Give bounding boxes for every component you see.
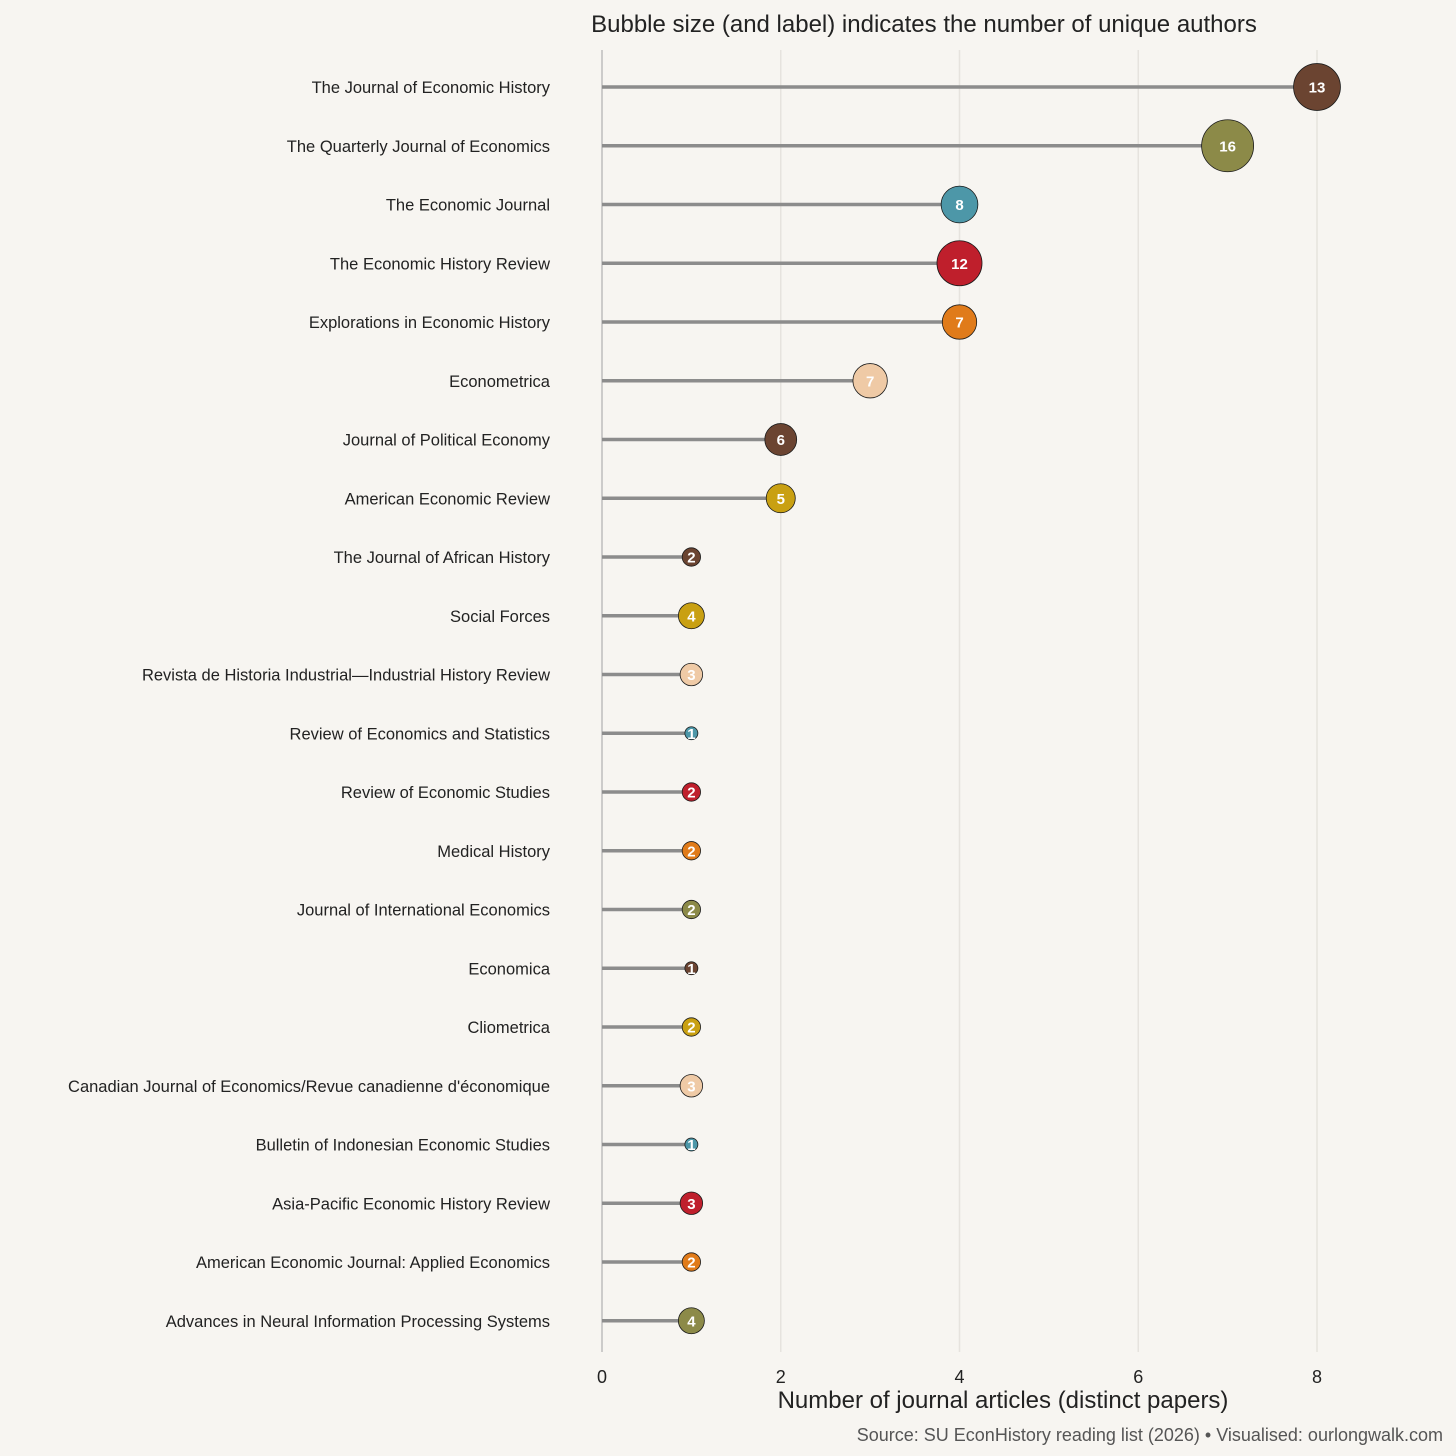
lollipop-stems bbox=[602, 85, 1317, 1323]
y-label-journal: Medical History bbox=[437, 843, 551, 861]
bubble-point bbox=[684, 1137, 699, 1152]
y-label-journal: Review of Economics and Statistics bbox=[290, 725, 550, 743]
bubble-author-count-label: 1 bbox=[687, 961, 695, 978]
bubble-point bbox=[681, 782, 701, 802]
bubble-point bbox=[684, 726, 699, 741]
x-tick-label-2: 2 bbox=[776, 1367, 786, 1387]
y-label-journal: The Economic Journal bbox=[386, 197, 550, 215]
x-axis-ticks: 0 2 4 6 8 bbox=[597, 1367, 1322, 1387]
bubble-author-count-label: 2 bbox=[687, 550, 695, 567]
x-axis-title: Number of journal articles (distinct pap… bbox=[778, 1387, 1229, 1414]
x-tick-label-4: 4 bbox=[954, 1367, 964, 1387]
bubble-point bbox=[679, 662, 704, 687]
bubble-author-count-label: 4 bbox=[687, 608, 696, 625]
y-label-journal: Review of Economic Studies bbox=[341, 784, 550, 802]
y-label-journal: The Economic History Review bbox=[330, 255, 550, 273]
source-caption: Source: SU EconHistory reading list (202… bbox=[857, 1425, 1443, 1445]
chart-title: Bubble size (and label) indicates the nu… bbox=[591, 11, 1257, 38]
bubble-point bbox=[681, 547, 701, 567]
x-tick-label-6: 6 bbox=[1133, 1367, 1143, 1387]
bubble-point bbox=[765, 483, 796, 514]
bubble-author-count-label: 2 bbox=[687, 902, 695, 919]
y-label-journal: Asia-Pacific Economic History Review bbox=[272, 1195, 550, 1213]
bubble-point bbox=[681, 899, 701, 920]
bubble-author-count-label: 3 bbox=[687, 667, 695, 684]
bubble-point bbox=[679, 1074, 704, 1098]
bubble-author-count-label: 2 bbox=[687, 785, 695, 802]
bubble-author-count-label: 6 bbox=[777, 432, 785, 449]
bubble-point bbox=[852, 363, 888, 399]
bubble-point bbox=[677, 1307, 705, 1335]
y-label-journal: Cliometrica bbox=[467, 1019, 550, 1037]
y-label-journal: Explorations in Economic History bbox=[309, 314, 551, 332]
y-label-journal: American Economic Review bbox=[345, 490, 550, 508]
y-label-journal: Economica bbox=[468, 960, 550, 978]
bubble-point bbox=[681, 841, 701, 861]
y-label-journal: Bulletin of Indonesian Economic Studies bbox=[256, 1137, 550, 1155]
bubble-point bbox=[941, 304, 978, 340]
y-label-journal: Canadian Journal of Economics/Revue cana… bbox=[68, 1078, 550, 1096]
y-label-journal: American Economic Journal: Applied Econo… bbox=[196, 1254, 550, 1272]
y-label-journal: Journal of Political Economy bbox=[343, 432, 551, 450]
y-label-journal: Journal of International Economics bbox=[297, 902, 550, 920]
bubble-author-count-label: 7 bbox=[866, 373, 874, 390]
bubble-author-count-label: 1 bbox=[687, 726, 695, 743]
bubble-point bbox=[677, 602, 705, 630]
bubble-point bbox=[679, 1191, 704, 1215]
y-label-journal: Social Forces bbox=[450, 608, 550, 626]
bubble-author-count-label: 4 bbox=[687, 1313, 696, 1330]
bubble-author-count-label: 7 bbox=[955, 315, 963, 332]
bubble-author-count-label: 1 bbox=[687, 1137, 695, 1154]
bubble-author-count-label: 16 bbox=[1219, 138, 1236, 155]
bubble-point bbox=[764, 423, 798, 456]
y-axis-labels: The Journal of Economic History The Quart… bbox=[68, 79, 551, 1331]
gridlines bbox=[780, 50, 1318, 1352]
bubble-author-count-label: 12 bbox=[951, 256, 968, 273]
x-tick-label-0: 0 bbox=[597, 1367, 607, 1387]
bubble-point bbox=[684, 961, 699, 976]
bubble-author-count-label: 8 bbox=[955, 197, 963, 214]
bubble-point bbox=[936, 240, 983, 287]
bubble-point bbox=[681, 1017, 701, 1037]
y-label-journal: The Journal of Economic History bbox=[312, 79, 551, 97]
y-label-journal: The Journal of African History bbox=[334, 549, 551, 567]
bubble-point bbox=[940, 185, 979, 224]
bubble-author-count-label: 3 bbox=[687, 1078, 695, 1095]
y-label-journal: Revista de Historia Industrial—Industria… bbox=[142, 667, 550, 685]
y-label-journal: Advances in Neural Information Processin… bbox=[166, 1313, 550, 1331]
y-label-journal: Econometrica bbox=[449, 373, 551, 391]
bubble-author-count-label: 2 bbox=[687, 1255, 695, 1272]
bubble-point bbox=[1293, 63, 1341, 111]
bubble-author-count-label: 5 bbox=[777, 491, 785, 508]
bubble-author-count-label: 3 bbox=[687, 1196, 695, 1213]
y-label-journal: The Quarterly Journal of Economics bbox=[287, 138, 550, 156]
bubble-author-count-label: 2 bbox=[687, 843, 695, 860]
bubble-point bbox=[1201, 119, 1255, 173]
bubble-author-count-label: 2 bbox=[687, 1020, 695, 1037]
bubble-author-count-label: 13 bbox=[1309, 80, 1326, 97]
x-tick-label-8: 8 bbox=[1312, 1367, 1322, 1387]
bubble-point bbox=[681, 1252, 701, 1272]
